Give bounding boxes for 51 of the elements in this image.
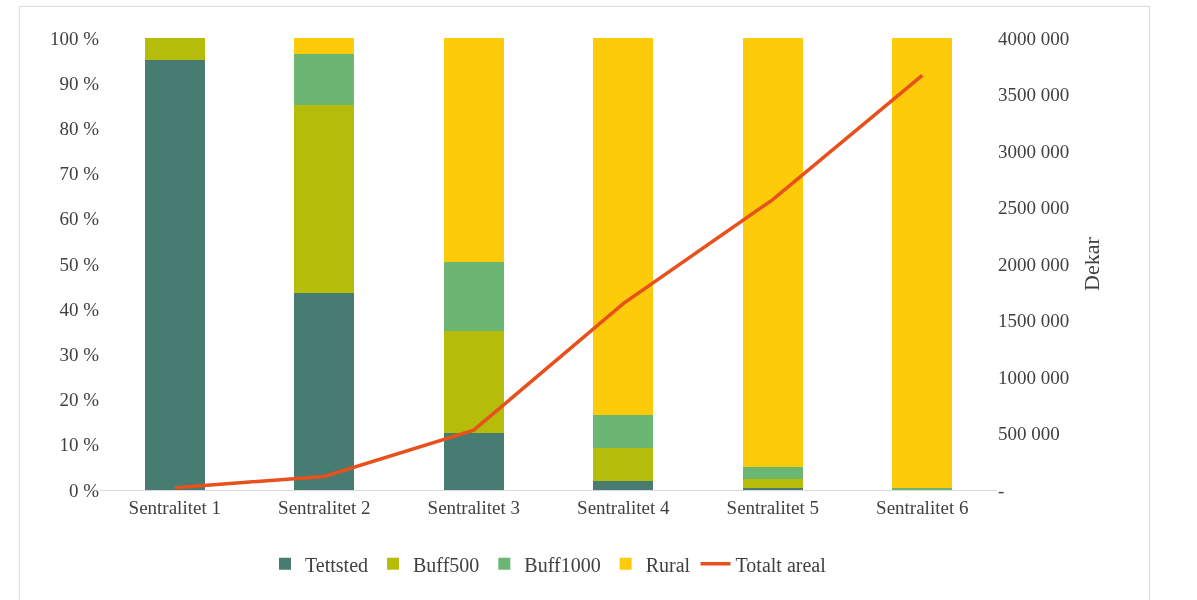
bar — [443, 262, 504, 332]
y-tick-label: 10 % — [59, 434, 100, 456]
y2-tick-label: 1000 000 — [998, 366, 1070, 388]
bar — [593, 480, 654, 490]
bar — [593, 38, 654, 415]
legend-label: Rural — [645, 553, 691, 576]
y-tick-label: 0 % — [68, 479, 100, 501]
bar — [144, 38, 205, 61]
y-tick-label: 40 % — [59, 298, 100, 320]
y2-tick-label: 2000 000 — [998, 253, 1070, 275]
y2-tick-label: 500 000 — [998, 423, 1060, 445]
bar — [593, 414, 654, 448]
bar — [892, 38, 953, 489]
y-tick-label: 20 % — [59, 389, 100, 411]
y-tick-label: 60 % — [59, 208, 100, 230]
y-tick-label: 70 % — [59, 163, 100, 185]
bar — [294, 105, 355, 293]
y2-tick-label: 3000 000 — [998, 140, 1070, 162]
y2-tick-label: 4000 000 — [998, 27, 1070, 49]
line-series — [173, 73, 924, 490]
x-tick-label: Sentralitet 5 — [726, 496, 819, 518]
y-tick-label: 100 % — [49, 27, 100, 49]
x-tick-label: Sentralitet 3 — [427, 496, 520, 518]
y2-tick-label: - — [998, 479, 1005, 501]
y-tick-label: 30 % — [59, 344, 100, 366]
legend-label: Tettsted — [305, 553, 369, 576]
legend-label: Totalt areal — [735, 553, 827, 576]
x-tick-label: Sentralitet 6 — [876, 496, 969, 518]
y2-tick-label: 2500 000 — [998, 197, 1070, 219]
x-tick-label: Sentralitet 1 — [128, 496, 221, 518]
y-tick-label: 50 % — [59, 253, 100, 275]
bar — [144, 60, 205, 490]
y-tick-label: 80 % — [59, 118, 100, 140]
bar — [742, 38, 803, 467]
bar — [294, 292, 355, 490]
y-tick-label: 90 % — [59, 72, 100, 94]
y2-tick-label: 3500 000 — [998, 84, 1070, 106]
y2-tick-label: 1500 000 — [998, 310, 1070, 332]
bar — [742, 466, 803, 480]
bar — [443, 432, 504, 490]
bar — [294, 54, 355, 106]
legend-label: Buff1000 — [524, 553, 601, 576]
x-tick-label: Sentralitet 4 — [577, 496, 670, 518]
bar — [443, 331, 504, 433]
legend-label: Buff500 — [413, 553, 480, 576]
bar — [294, 38, 355, 55]
bar — [443, 38, 504, 263]
y2-axis-title: Dekar — [1079, 236, 1105, 291]
bar — [742, 479, 803, 488]
x-tick-label: Sentralitet 2 — [278, 496, 371, 518]
bar — [593, 447, 654, 481]
